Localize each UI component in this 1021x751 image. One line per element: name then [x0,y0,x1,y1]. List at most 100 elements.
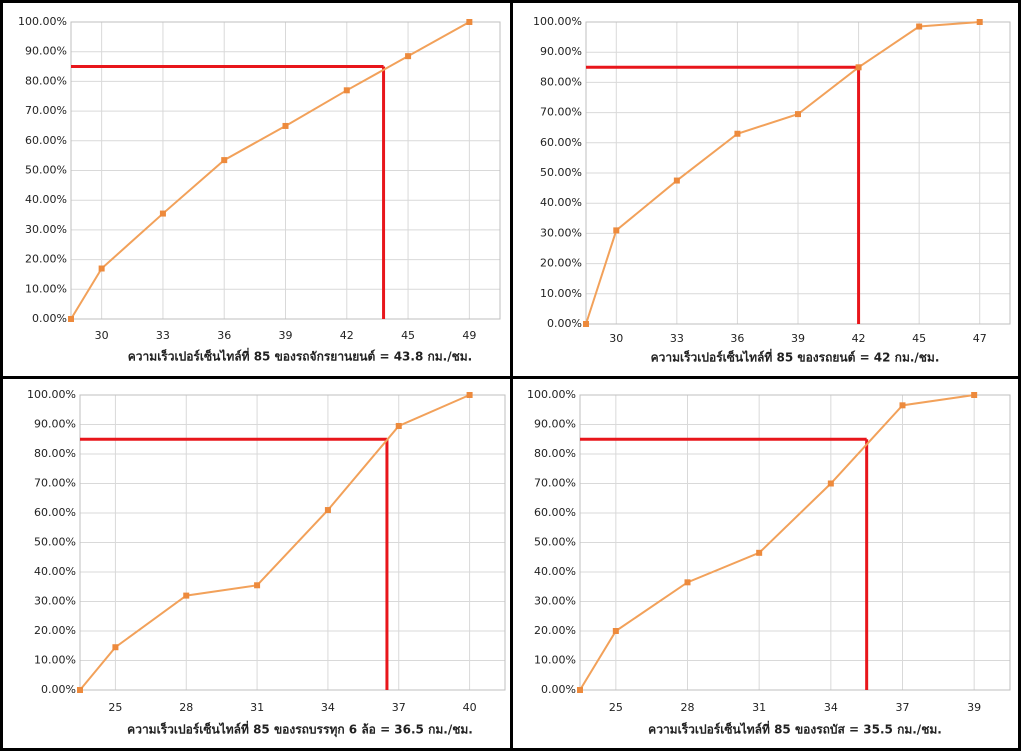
x-tick-label: 34 [321,701,335,714]
y-tick-label: 10.00% [534,654,576,667]
y-tick-label: 100.00% [27,388,76,401]
x-tick-label: 33 [670,332,684,345]
y-tick-label: 50.00% [540,166,582,179]
y-tick-label: 100.00% [527,388,576,401]
x-tick-label: 42 [340,329,354,342]
data-point [734,130,741,137]
data-line [70,21,470,320]
y-tick-label: 10.00% [34,654,76,667]
y-tick-label: 20.00% [25,253,67,266]
data-point [971,392,978,398]
plot-border [70,21,501,320]
data-point [112,644,119,651]
y-tick-label: 60.00% [540,136,582,149]
y-tick-label: 40.00% [540,196,582,209]
y-tick-label: 70.00% [34,477,76,490]
y-tick-label: 50.00% [534,536,576,549]
y-tick-label: 0.00% [547,317,582,330]
data-point [98,265,105,272]
data-point [827,480,834,487]
y-tick-label: 80.00% [534,447,576,460]
y-tick-label: 70.00% [540,106,582,119]
x-tick-label: 45 [912,332,926,345]
x-tick-label: 30 [95,329,109,342]
y-tick-label: 50.00% [34,536,76,549]
y-tick-label: 30.00% [25,223,67,236]
data-point [795,111,801,118]
data-point [899,402,906,409]
y-tick-label: 70.00% [25,104,67,117]
x-tick-label: 25 [609,701,623,714]
data-point [343,87,350,94]
data-point [577,687,583,693]
y-tick-label: 80.00% [25,74,67,87]
chart-title: ความเร็วเปอร์เซ็นไทล์ที่ 85 ของรถจักรยาน… [128,348,472,364]
data-point [405,53,412,60]
y-tick-label: 20.00% [540,257,582,270]
data-point [855,64,862,71]
y-tick-label: 80.00% [540,75,582,88]
y-tick-label: 40.00% [25,193,67,206]
data-point [916,23,923,30]
data-point [77,687,83,693]
x-tick-label: 31 [752,701,766,714]
y-tick-label: 20.00% [534,624,576,637]
y-tick-label: 0.00% [41,683,76,696]
y-tick-label: 60.00% [34,506,76,519]
chart-title: ความเร็วเปอร์เซ็นไทล์ที่ 85 ของรถบรรทุก … [127,721,473,738]
x-tick-label: 36 [217,329,231,342]
y-tick-label: 90.00% [534,418,576,431]
x-tick-label: 49 [462,329,476,342]
data-point [466,392,473,398]
y-tick-label: 10.00% [25,282,67,295]
data-point [221,157,228,164]
x-tick-label: 42 [852,332,866,345]
y-tick-label: 40.00% [534,565,576,578]
x-tick-label: 45 [401,329,415,342]
data-point [282,122,289,129]
y-tick-label: 20.00% [34,624,76,637]
data-point [684,579,691,586]
y-tick-label: 10.00% [540,287,582,300]
y-tick-label: 30.00% [540,226,582,239]
data-point [466,19,473,25]
x-tick-label: 36 [730,332,744,345]
y-tick-label: 100.00% [18,15,67,28]
x-tick-label: 39 [967,701,981,714]
y-tick-label: 30.00% [34,595,76,608]
plot-border [79,394,506,691]
y-tick-label: 50.00% [25,164,67,177]
y-tick-label: 100.00% [533,15,582,28]
x-tick-label: 28 [179,701,193,714]
data-point [68,316,74,322]
chart-title: ความเร็วเปอร์เซ็นไทล์ที่ 85 ของรถยนต์ = … [651,349,940,365]
x-tick-label: 37 [392,701,406,714]
y-tick-label: 60.00% [534,506,576,519]
data-point [254,582,261,589]
x-tick-label: 33 [156,329,170,342]
y-tick-label: 90.00% [540,45,582,58]
data-point [976,19,983,25]
x-tick-label: 47 [973,332,987,345]
y-tick-label: 60.00% [25,134,67,147]
data-point [673,177,680,184]
data-point [395,422,402,429]
plot-border [585,21,1011,325]
x-tick-label: 25 [108,701,122,714]
x-tick-label: 30 [609,332,623,345]
data-line [585,21,980,325]
y-tick-label: 0.00% [32,312,67,325]
x-tick-label: 40 [463,701,477,714]
data-point [183,592,190,599]
data-point [159,210,166,217]
x-tick-label: 28 [681,701,695,714]
y-tick-label: 30.00% [534,595,576,608]
y-tick-label: 40.00% [34,565,76,578]
data-point [583,321,589,327]
y-tick-label: 0.00% [541,683,576,696]
y-tick-label: 90.00% [25,45,67,58]
x-tick-label: 34 [824,701,838,714]
x-tick-label: 31 [250,701,264,714]
data-point [612,628,619,634]
